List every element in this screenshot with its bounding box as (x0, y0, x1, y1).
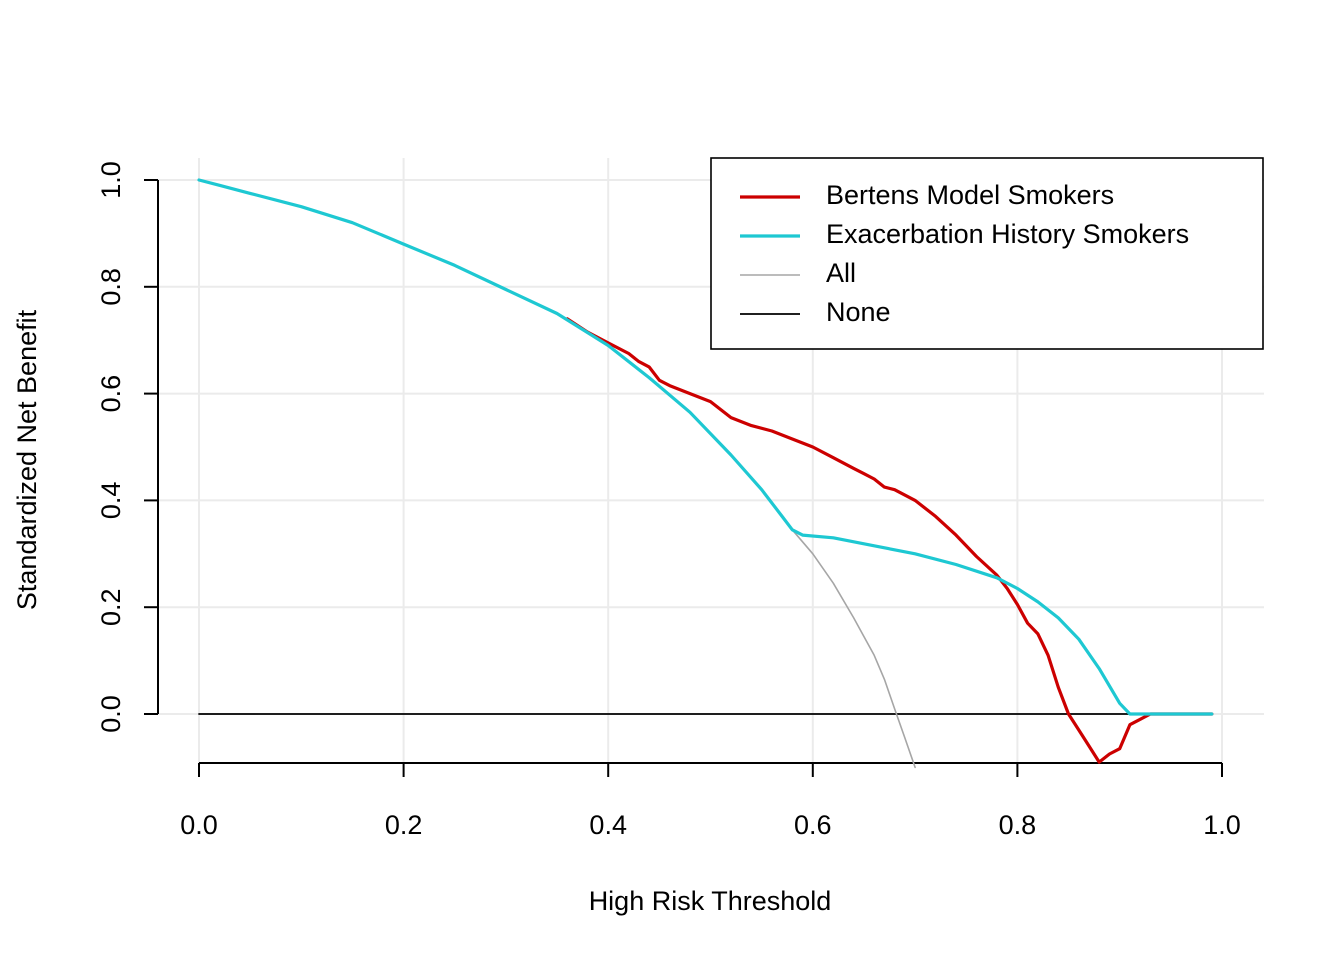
y-tick-label-5: 1.0 (96, 161, 126, 199)
x-tick-label-4: 0.8 (999, 810, 1037, 840)
x-tick-label-1: 0.2 (385, 810, 423, 840)
axes-layer: 0.0 0.2 0.4 0.6 0.8 1.0 0.0 0.2 0.4 0.6 0.8 1.0 (96, 161, 1241, 840)
series-layer (197, 178, 1214, 769)
x-tick-label-2: 0.4 (589, 810, 627, 840)
x-tick-label-0: 0.0 (180, 810, 218, 840)
y-tick-label-0: 0.0 (96, 695, 126, 733)
legend-label-0: Bertens Model Smokers (826, 180, 1114, 210)
y-tick-label-1: 0.2 (96, 588, 126, 626)
series-line-exacerbation-history-smokers (197, 178, 1214, 716)
legend-label-2: All (826, 258, 856, 288)
legend-label-1: Exacerbation History Smokers (826, 219, 1189, 249)
x-axis-title: High Risk Threshold (589, 886, 832, 916)
series-line-all (791, 529, 916, 769)
legend-box (710, 157, 1264, 350)
legend: Bertens Model Smokers Exacerbation Histor… (710, 157, 1264, 350)
legend-label-3: None (826, 297, 891, 327)
x-tick-label-5: 1.0 (1203, 810, 1241, 840)
y-axis-title: Standardized Net Benefit (12, 309, 42, 610)
y-tick-label-3: 0.6 (96, 375, 126, 413)
y-tick-label-2: 0.4 (96, 482, 126, 520)
series-line-bertens-model-smokers (565, 317, 1214, 764)
y-tick-label-4: 0.8 (96, 268, 126, 306)
x-tick-label-3: 0.6 (794, 810, 832, 840)
